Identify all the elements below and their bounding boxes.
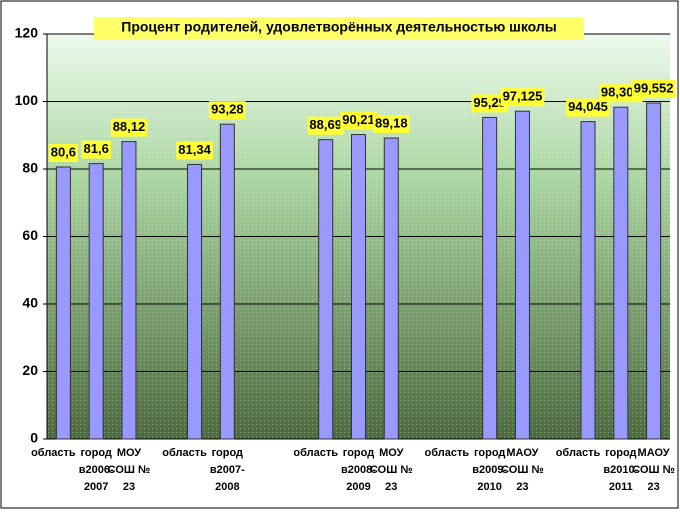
x-tick-label: в2007- <box>210 464 245 476</box>
bar <box>55 166 71 440</box>
y-tick-label: 100 <box>15 92 39 108</box>
value-label-box <box>340 111 377 130</box>
value-label-box <box>81 140 111 159</box>
value-label: 99,552 <box>634 80 674 95</box>
x-tick-label: 2010 <box>477 481 501 493</box>
x-tick-label: в2010- <box>603 464 638 476</box>
y-tick-label: 20 <box>22 362 38 378</box>
x-tick-label: в2008- <box>341 464 376 476</box>
value-label: 81,34 <box>178 142 211 157</box>
bar <box>318 139 334 440</box>
x-tick-label: область <box>556 447 601 459</box>
bar <box>219 123 235 440</box>
x-tick-label: 2009 <box>346 481 370 493</box>
value-label: 94,045 <box>568 99 608 114</box>
x-tick-label: в2006- <box>79 464 114 476</box>
x-tick-label: город <box>343 447 374 459</box>
chart-title: Процент родителей, удовлетворённых деяте… <box>121 19 556 35</box>
value-label-box <box>566 98 610 117</box>
x-tick-label: МОУ <box>117 447 141 459</box>
x-tick-label: СОШ № <box>370 464 413 476</box>
title-box <box>94 17 584 39</box>
x-tick-label: область <box>293 447 338 459</box>
bar <box>187 163 203 440</box>
x-tick-label: область <box>425 447 470 459</box>
value-label-box <box>209 101 246 120</box>
x-tick-label: город <box>474 447 505 459</box>
value-label: 89,18 <box>375 115 408 130</box>
value-label-box <box>373 115 410 134</box>
x-tick-label: 2008 <box>215 481 239 493</box>
bar <box>383 137 399 440</box>
value-label-box <box>307 116 344 135</box>
bar <box>580 121 596 440</box>
x-tick-label: 23 <box>516 481 528 493</box>
x-tick-label: МОУ <box>379 447 403 459</box>
value-label: 95,29 <box>473 95 506 110</box>
value-label: 98,305 <box>601 85 641 100</box>
value-label: 93,28 <box>211 102 244 117</box>
y-tick-label: 0 <box>30 430 38 446</box>
bar <box>121 141 137 440</box>
y-tick-label: 60 <box>22 227 38 243</box>
x-tick-label: СОШ № <box>501 464 544 476</box>
x-tick-label: город <box>605 447 636 459</box>
x-tick-label: 2007 <box>84 481 108 493</box>
bar <box>646 102 662 440</box>
value-label-box <box>176 141 213 160</box>
value-label-box <box>500 88 545 107</box>
x-tick-label: в2009- <box>472 464 507 476</box>
bar <box>613 106 629 440</box>
value-label-box <box>471 94 508 113</box>
y-tick-label: 40 <box>22 295 38 311</box>
value-label: 81,6 <box>84 141 109 156</box>
value-label-box <box>48 143 79 162</box>
bar <box>482 116 498 440</box>
x-tick-label: 2011 <box>609 481 633 493</box>
bar <box>351 134 366 440</box>
x-tick-label: СОШ № <box>108 464 151 476</box>
value-label: 90,21 <box>342 112 375 127</box>
x-tick-label: город <box>80 447 111 459</box>
x-tick-label: МАОУ <box>506 447 538 459</box>
x-tick-label: город <box>212 447 243 459</box>
value-label: 88,69 <box>309 117 342 132</box>
value-label: 97,125 <box>503 89 543 104</box>
x-tick-label: 23 <box>123 481 135 493</box>
x-tick-label: 23 <box>385 481 397 493</box>
x-tick-label: область <box>31 447 76 459</box>
bar <box>88 163 104 440</box>
value-label: 80,6 <box>51 144 76 159</box>
x-tick-label: область <box>162 447 207 459</box>
x-tick-label: МАОУ <box>638 447 670 459</box>
value-label: 88,12 <box>113 119 146 134</box>
bar <box>514 110 530 440</box>
y-tick-label: 80 <box>22 160 38 176</box>
x-tick-label: СОШ № <box>632 464 675 476</box>
y-tick-label: 120 <box>15 25 39 41</box>
value-label-box <box>631 80 676 99</box>
value-label-box <box>110 118 148 137</box>
x-tick-label: 23 <box>647 481 659 493</box>
